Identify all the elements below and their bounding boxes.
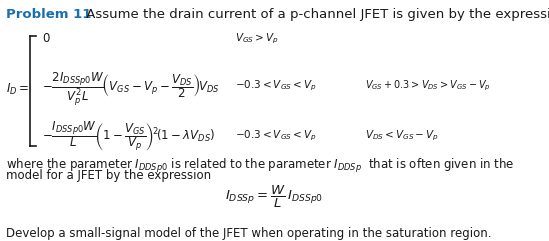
- Text: where the parameter $I_{DDSp0}$ is related to the parameter $I_{DDSp}$  that is : where the parameter $I_{DDSp0}$ is relat…: [6, 157, 514, 175]
- Text: Problem 11: Problem 11: [6, 8, 91, 21]
- Text: $V_{DS} < V_{GS}-V_p$: $V_{DS} < V_{GS}-V_p$: [365, 129, 439, 143]
- Text: model for a JFET by the expression: model for a JFET by the expression: [6, 169, 211, 182]
- Text: $I_D =$: $I_D =$: [6, 81, 29, 97]
- Text: Assume the drain current of a p-channel JFET is given by the expression: Assume the drain current of a p-channel …: [82, 8, 549, 21]
- Text: $-\dfrac{2I_{DSSp0}W}{V_p^2 L}\!\left(V_{GS}-V_p-\dfrac{V_{DS}}{2}\right)\!V_{DS: $-\dfrac{2I_{DSSp0}W}{V_p^2 L}\!\left(V_…: [42, 70, 220, 108]
- Text: $0$: $0$: [42, 33, 51, 46]
- Text: $-0.3 < V_{GS} < V_p$: $-0.3 < V_{GS} < V_p$: [235, 129, 317, 143]
- Text: $-\dfrac{I_{DSSp0}W}{L}\!\left(1-\dfrac{V_{GS}}{V_p}\right)^{\!2}\!(1-\lambda V_: $-\dfrac{I_{DSSp0}W}{L}\!\left(1-\dfrac{…: [42, 119, 215, 153]
- Text: $-0.3 < V_{GS} < V_p$: $-0.3 < V_{GS} < V_p$: [235, 79, 317, 93]
- Text: $V_{GS}+0.3 > V_{DS} > V_{GS}-V_p$: $V_{GS}+0.3 > V_{DS} > V_{GS}-V_p$: [365, 79, 491, 93]
- Text: $V_{GS} > V_p$: $V_{GS} > V_p$: [235, 32, 279, 46]
- Text: Develop a small-signal model of the JFET when operating in the saturation region: Develop a small-signal model of the JFET…: [6, 227, 491, 240]
- Text: $I_{DSSp} = \dfrac{W}{L}\,I_{DSSp0}$: $I_{DSSp} = \dfrac{W}{L}\,I_{DSSp0}$: [225, 184, 323, 210]
